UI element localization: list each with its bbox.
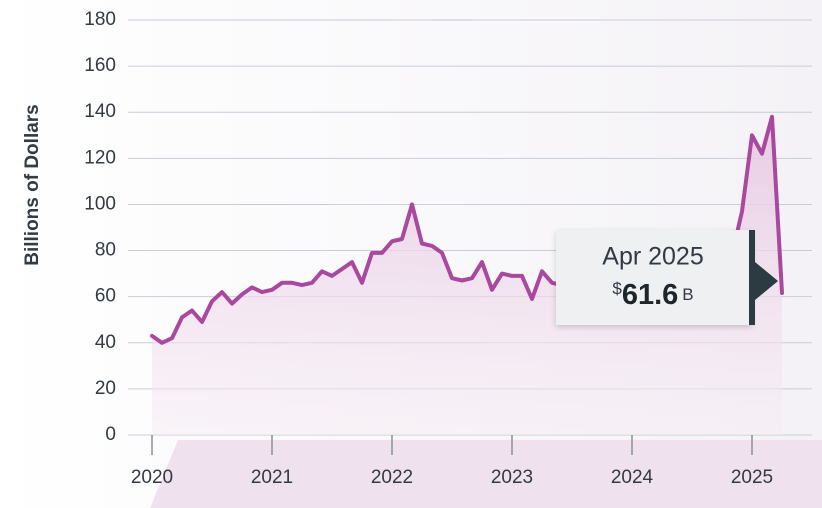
y-tick-label: 140	[84, 101, 116, 122]
x-tick-label: 2020	[131, 467, 173, 488]
tooltip-unit: B	[682, 285, 693, 304]
y-tick-label: 40	[95, 332, 116, 353]
y-tick-label: 120	[84, 147, 116, 168]
y-tick-label: 100	[84, 193, 116, 214]
x-tick-label: 2025	[731, 467, 773, 488]
y-tick-label: 160	[84, 55, 116, 76]
y-tick-label: 180	[84, 9, 116, 30]
y-tick-label: 60	[95, 286, 116, 307]
x-tick-label: 2023	[491, 467, 533, 488]
x-tick-label: 2022	[371, 467, 413, 488]
x-tick-label: 2024	[611, 467, 654, 488]
tooltip-value: 61.6	[622, 279, 678, 311]
bottom-band	[150, 440, 822, 508]
tooltip-edge	[749, 230, 755, 325]
y-axis-label: Billions of Dollars	[22, 104, 43, 266]
x-tick-label: 2021	[251, 467, 293, 488]
tooltip	[556, 230, 752, 325]
area	[152, 116, 782, 436]
tooltip-value-group: $61.6 B	[612, 279, 693, 311]
y-tick-label: 80	[95, 240, 116, 261]
tooltip-arrow	[755, 262, 778, 300]
tooltip-box	[556, 230, 752, 325]
tooltip-prefix: $	[612, 279, 622, 298]
tooltip-date: Apr 2025	[602, 243, 703, 271]
y-tick-label: 20	[95, 378, 116, 399]
y-tick-label: 0	[105, 424, 116, 445]
